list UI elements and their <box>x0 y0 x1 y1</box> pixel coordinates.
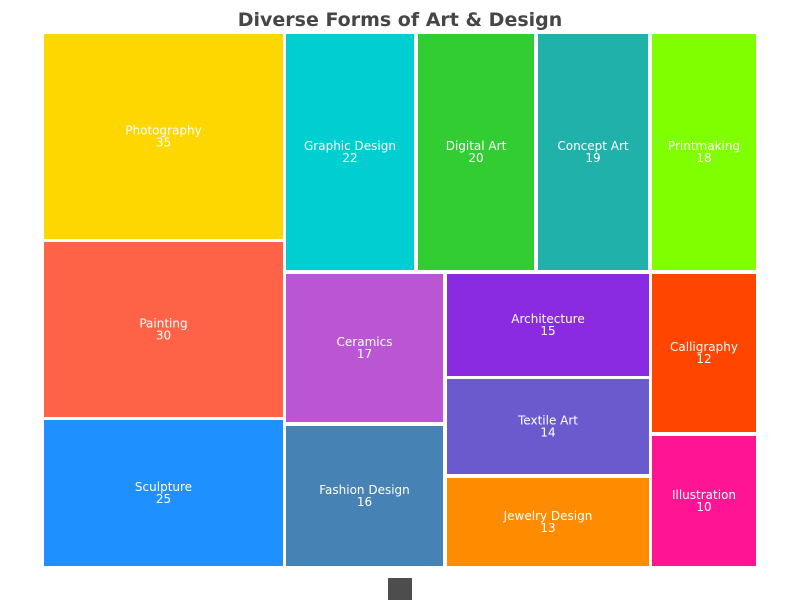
tile-rect[interactable] <box>286 426 443 566</box>
tile-name-label: Printmaking <box>668 139 740 153</box>
tile-name-label: Painting <box>139 317 187 331</box>
tile-name-label: Illustration <box>672 488 736 502</box>
chart-title: Diverse Forms of Art & Design <box>237 9 563 31</box>
tile-value-label: 12 <box>696 352 711 366</box>
tile-value-label: 22 <box>342 151 357 165</box>
tile-name-label: Ceramics <box>337 335 393 349</box>
tile-value-label: 16 <box>357 495 372 509</box>
tile-rect[interactable] <box>447 478 649 566</box>
tile-value-label: 19 <box>585 151 600 165</box>
tile-value-label: 35 <box>156 136 171 150</box>
tile-value-label: 14 <box>540 426 555 440</box>
tile-value-label: 25 <box>156 492 171 506</box>
tile-name-label: Digital Art <box>446 139 507 153</box>
tile-value-label: 15 <box>540 324 555 338</box>
tile-rect[interactable] <box>286 34 414 270</box>
tile-rect[interactable] <box>44 242 283 417</box>
tile-name-label: Architecture <box>511 312 584 326</box>
tile-value-label: 13 <box>540 521 555 535</box>
tile-value-label: 17 <box>357 347 372 361</box>
tile-value-label: 20 <box>468 151 483 165</box>
tile-rect[interactable] <box>652 34 756 270</box>
tile-rect[interactable] <box>538 34 648 270</box>
tile-rect[interactable] <box>44 420 283 566</box>
tile-name-label: Graphic Design <box>304 139 396 153</box>
tile-value-label: 30 <box>156 329 171 343</box>
zoom-reset-button[interactable] <box>388 578 412 600</box>
tile-name-label: Textile Art <box>517 414 578 428</box>
tile-rect[interactable] <box>447 274 649 376</box>
tile-value-label: 18 <box>696 151 711 165</box>
tile-rect[interactable] <box>286 274 443 422</box>
tile-rect[interactable] <box>652 274 756 432</box>
tile-name-label: Concept Art <box>557 139 629 153</box>
tile-name-label: Jewelry Design <box>503 509 593 523</box>
tile-name-label: Fashion Design <box>319 483 410 497</box>
tile-rect[interactable] <box>447 379 649 474</box>
tile-rect[interactable] <box>652 436 756 566</box>
tile-value-label: 10 <box>696 500 711 514</box>
tile-rect[interactable] <box>418 34 534 270</box>
tile-name-label: Sculpture <box>135 480 192 494</box>
tile-name-label: Calligraphy <box>670 340 738 354</box>
tile-name-label: Photography <box>125 124 201 138</box>
tile-rect[interactable] <box>44 34 283 239</box>
